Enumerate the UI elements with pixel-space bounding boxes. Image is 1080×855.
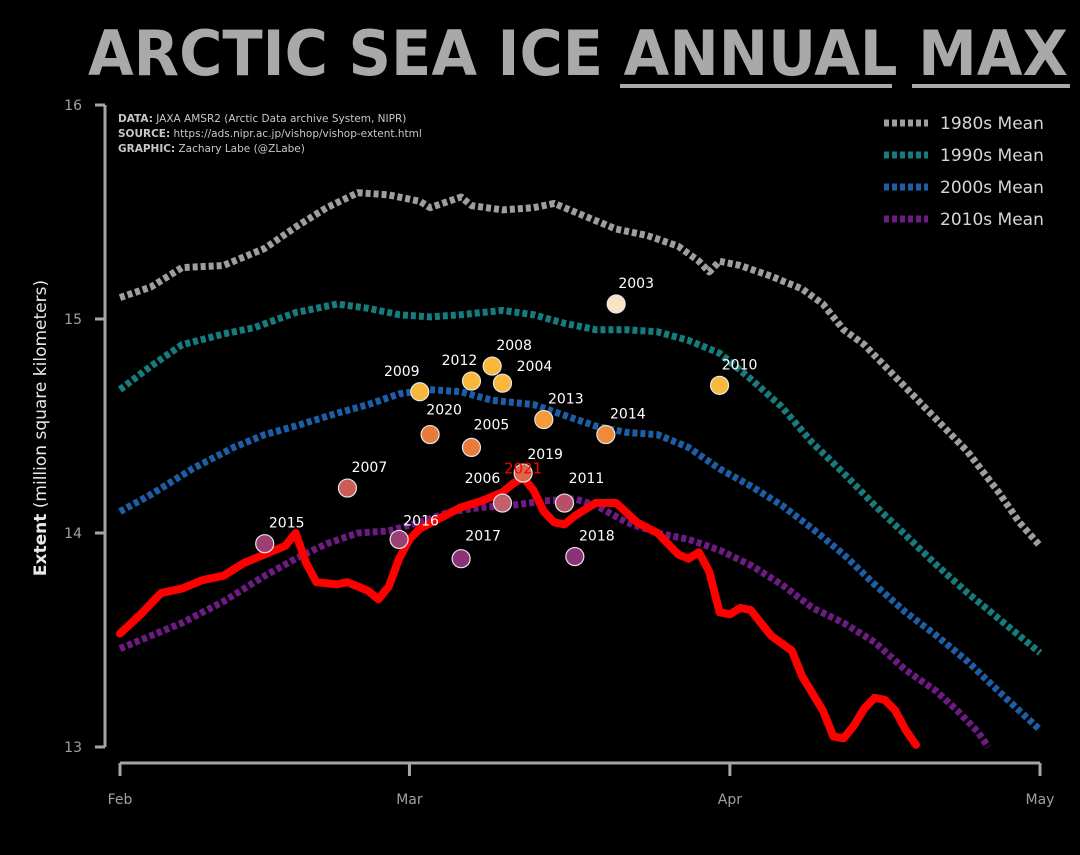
data-point-label-2016: 2016 — [403, 513, 439, 529]
credit-source: SOURCE: https://ads.nipr.ac.jp/vishop/vi… — [118, 128, 422, 140]
data-point-2020 — [420, 424, 440, 445]
data-point-2011 — [554, 493, 575, 513]
data-point-label-2013: 2013 — [548, 392, 584, 408]
data-point-2017 — [451, 549, 471, 569]
data-point-2006 — [492, 493, 513, 513]
data-point-2003 — [606, 294, 626, 314]
series-line-1980s-mean — [118, 189, 1043, 549]
credit-data-text: JAXA AMSR2 (Arctic Data archive System, … — [153, 113, 406, 125]
data-point-label-2003: 2003 — [618, 276, 654, 292]
data-point-2014 — [596, 424, 616, 445]
data-point-label-2010: 2010 — [722, 357, 758, 373]
credit-graphic-text: Zachary Labe (@ZLabe) — [175, 143, 305, 155]
chart-title: ARCTIC SEA ICE ANNUAL MAX — [88, 17, 1068, 90]
data-point-label-2020: 2020 — [426, 403, 462, 419]
data-point-2009 — [410, 382, 430, 402]
title-underline-annual — [620, 84, 892, 88]
data-point-label-2015: 2015 — [269, 516, 305, 532]
data-point-label-2009: 2009 — [384, 364, 420, 380]
credit-data-label: DATA: — [118, 113, 153, 125]
data-point-2018 — [565, 546, 585, 567]
y-axis-label: Extent (million square kilometers) — [31, 280, 51, 576]
y-tick-label: 14 — [64, 526, 82, 542]
data-point-2013 — [534, 409, 554, 430]
data-point-label-2005: 2005 — [474, 417, 510, 433]
data-point-label-2004: 2004 — [517, 359, 553, 375]
data-point-label-2012: 2012 — [442, 353, 478, 369]
title-part-1: ARCTIC SEA ICE — [88, 17, 624, 90]
data-point-2005 — [461, 437, 482, 457]
data-point-2016 — [389, 529, 409, 550]
x-tick-label: Apr — [718, 792, 742, 808]
data-point-2010 — [709, 375, 730, 395]
credit-source-text: https://ads.nipr.ac.jp/vishop/vishop-ext… — [170, 128, 422, 140]
data-point-2004 — [492, 373, 513, 393]
series-line-2000s-mean — [118, 386, 1043, 733]
data-point-label-2007: 2007 — [352, 460, 388, 476]
data-point-2012 — [461, 371, 482, 391]
y-tick-label: 13 — [64, 740, 82, 756]
series-line-2010s-mean — [118, 495, 992, 749]
y-axis-label-rest: (million square kilometers) — [31, 280, 51, 514]
title-part-2: ANNUAL — [624, 17, 898, 90]
credit-graphic: GRAPHIC: Zachary Labe (@ZLabe) — [118, 143, 305, 155]
data-point-label-2014: 2014 — [610, 407, 646, 423]
x-tick-label: May — [1026, 792, 1055, 808]
x-tick-label: Mar — [396, 792, 423, 808]
data-point-2008 — [482, 356, 502, 376]
axes-group: 13 14 15 16 Feb Mar Apr May — [64, 98, 1054, 808]
series-line-1990s-mean — [117, 300, 1043, 656]
legend-label-2000s-mean: 2000s Mean — [940, 178, 1044, 198]
data-point-2015 — [255, 534, 275, 554]
x-tick-label: Feb — [108, 792, 133, 808]
data-point-label-2017: 2017 — [465, 529, 501, 545]
legend-label-1980s-mean: 1980s Mean — [940, 114, 1044, 134]
data-point-2019 — [513, 463, 533, 483]
data-point-label-2011: 2011 — [569, 471, 605, 487]
credit-source-label: SOURCE: — [118, 128, 170, 140]
credit-data: DATA: JAXA AMSR2 (Arctic Data archive Sy… — [118, 113, 406, 125]
series-group — [116, 189, 1043, 749]
data-point-label-2006: 2006 — [465, 471, 501, 487]
data-point-2007 — [337, 478, 358, 498]
y-axis-label-bold: Extent — [31, 514, 51, 576]
title-underline-max — [912, 84, 1070, 88]
data-point-label-2018: 2018 — [579, 529, 615, 545]
title-part-3 — [898, 17, 919, 90]
legend-label-1990s-mean: 1990s Mean — [940, 146, 1044, 166]
credit-graphic-label: GRAPHIC: — [118, 143, 175, 155]
y-tick-label: 16 — [64, 98, 82, 114]
data-point-label-2008: 2008 — [496, 338, 532, 354]
legend: 1980s Mean 1990s Mean 2000s Mean 2010s Mean — [884, 114, 1044, 230]
legend-label-2010s-mean: 2010s Mean — [940, 210, 1044, 230]
title-part-4: MAX — [918, 17, 1068, 90]
highlight-label-2021: 2021 — [504, 459, 542, 477]
data-point-label-2019: 2019 — [527, 447, 563, 463]
series-line-2021 — [116, 473, 920, 749]
y-tick-label: 15 — [64, 312, 82, 328]
points-group: 2003 2009 2012 2008 2004 2010 2013 2014 2020 2005… — [255, 276, 758, 569]
